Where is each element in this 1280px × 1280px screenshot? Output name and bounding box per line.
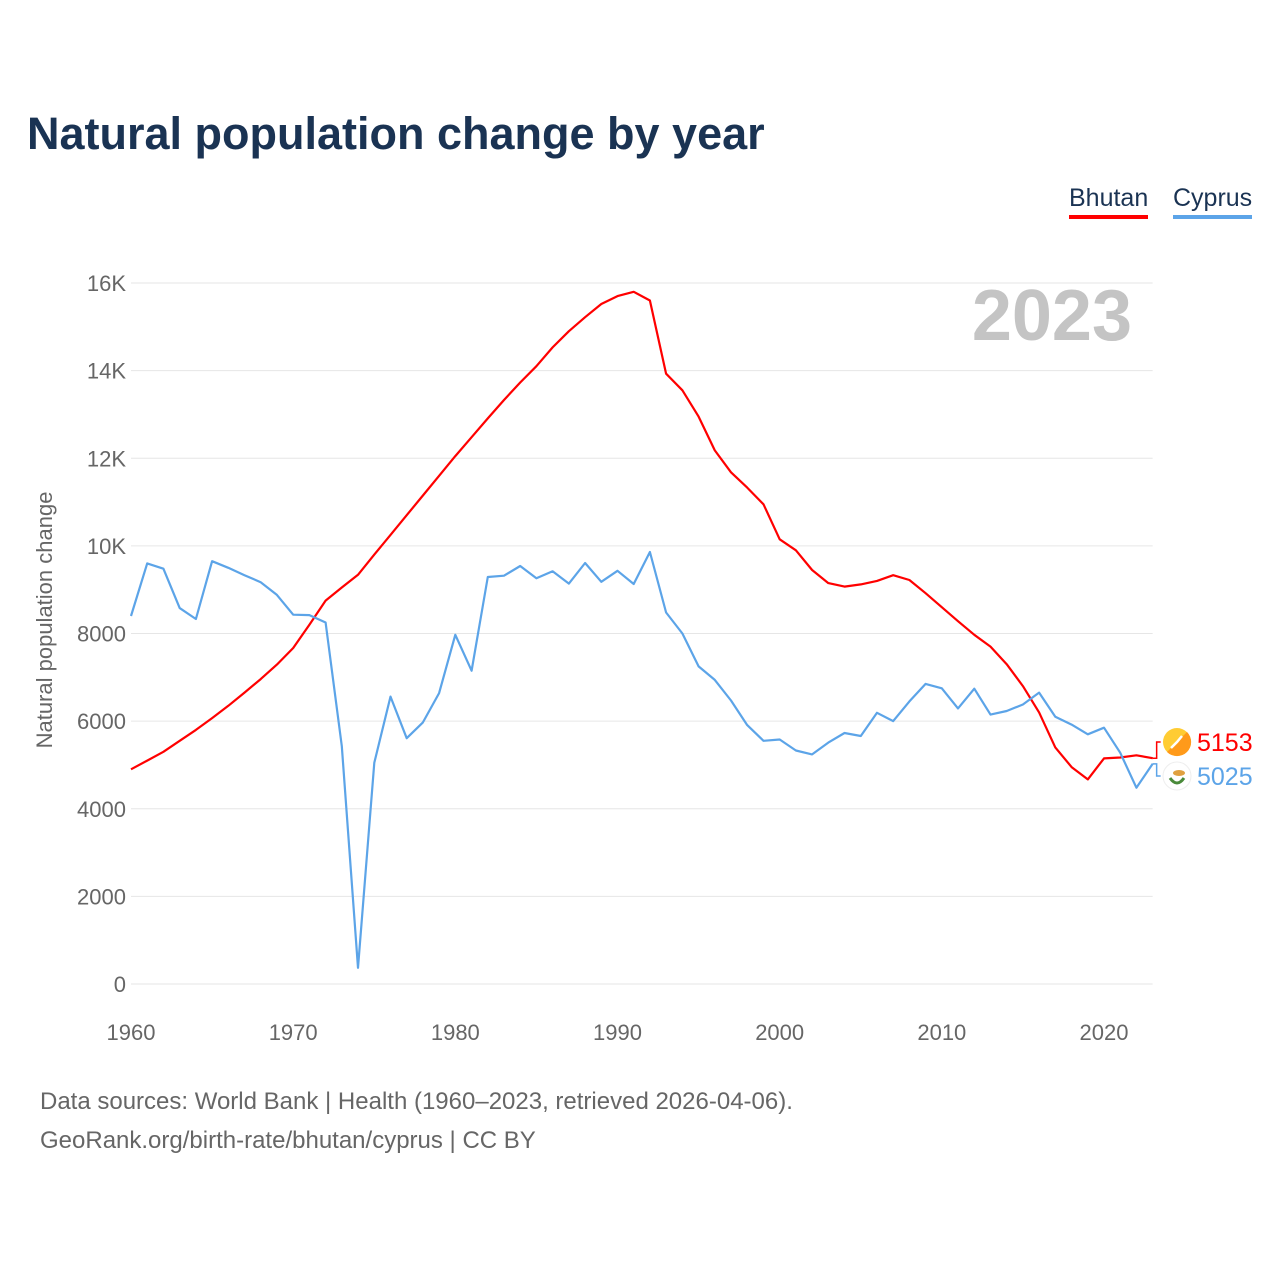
end-connector — [1152, 741, 1161, 759]
legend-cyprus[interactable]: Cyprus — [1173, 184, 1253, 219]
end-connector — [1152, 763, 1161, 777]
chart-title: Natural population change by year — [27, 108, 765, 159]
cyprus-flag-icon — [1162, 761, 1192, 791]
x-tick-label: 2010 — [917, 1020, 966, 1045]
x-tick-label: 1970 — [269, 1020, 318, 1045]
y-tick-label: 12K — [87, 446, 126, 471]
island-mark — [1173, 770, 1185, 776]
x-tick-label: 2020 — [1080, 1020, 1129, 1045]
y-axis-label: Natural population change — [32, 492, 57, 749]
flag-half — [1167, 732, 1192, 757]
y-tick-label: 16K — [87, 271, 126, 296]
y-tick-label: 8000 — [77, 622, 126, 647]
legend-bhutan[interactable]: Bhutan — [1069, 184, 1149, 219]
x-tick-label: 1960 — [107, 1020, 156, 1045]
y-tick-label: 0 — [114, 972, 126, 997]
end-value-label: 5153 — [1197, 729, 1253, 757]
y-tick-label: 4000 — [77, 797, 126, 822]
x-tick-label: 2000 — [755, 1020, 804, 1045]
year-watermark: 2023 — [972, 276, 1132, 356]
y-tick-label: 2000 — [77, 884, 126, 909]
series-line-cyprus — [129, 550, 1154, 969]
y-tick-label: 14K — [87, 359, 126, 384]
end-value-label: 5025 — [1197, 763, 1253, 791]
source-link[interactable]: GeoRank.org/birth-rate/bhutan/cyprus | C… — [40, 1127, 536, 1154]
series-line-bhutan — [130, 290, 1153, 781]
y-tick-label: 6000 — [77, 709, 126, 734]
dragon-mark — [1170, 735, 1183, 749]
olive-branch-mark — [1168, 777, 1186, 785]
x-tick-label: 1980 — [431, 1020, 480, 1045]
y-tick-label: 10K — [87, 534, 126, 559]
source-note: Data sources: World Bank | Health (1960–… — [40, 1088, 793, 1115]
x-tick-label: 1990 — [593, 1020, 642, 1045]
